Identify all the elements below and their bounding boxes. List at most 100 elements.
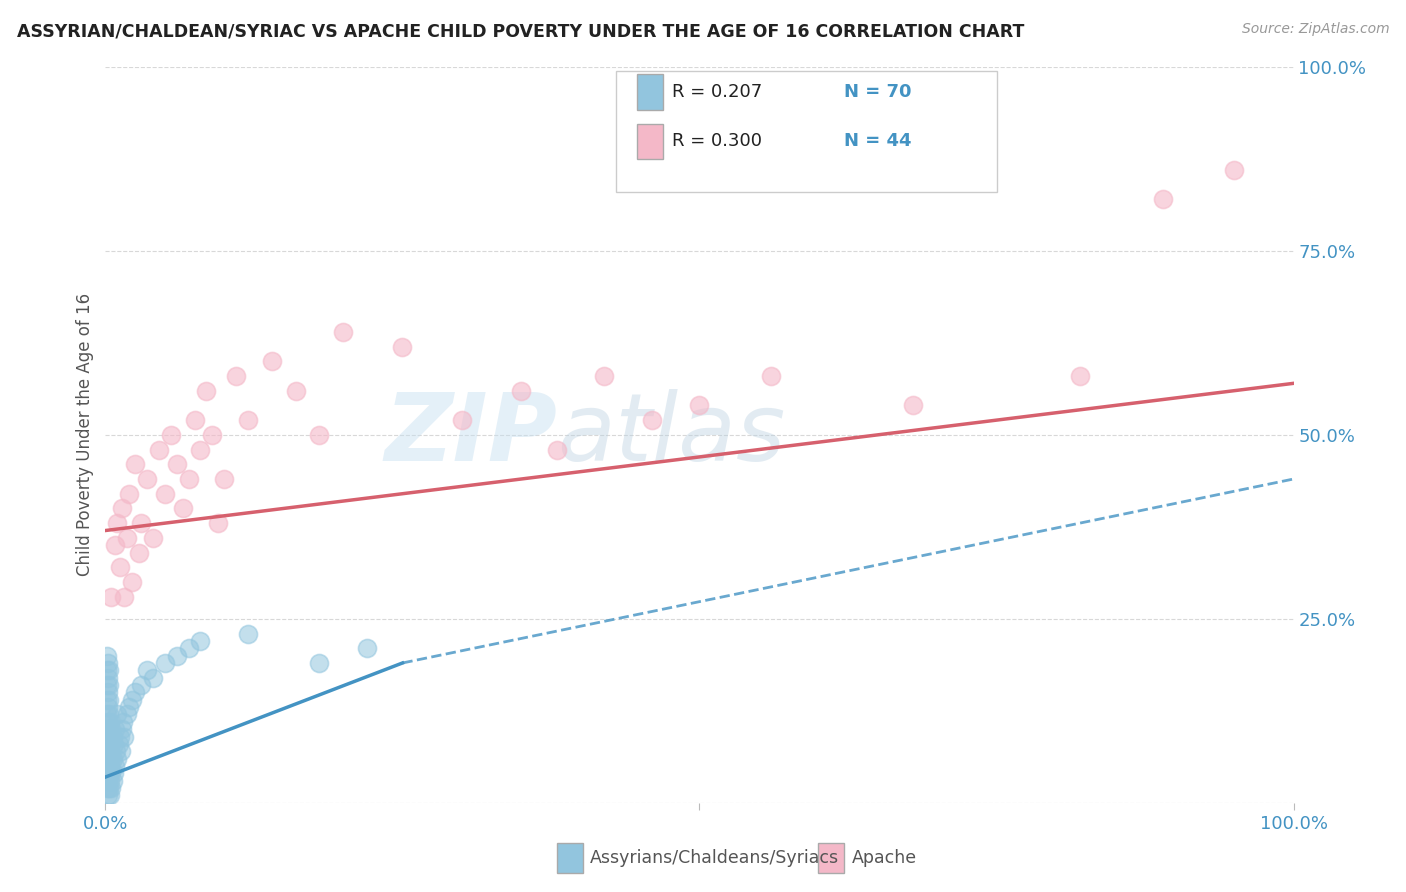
Point (104, 723, 127, 737)
Point (100, 781, 122, 796)
Point (97, 759, 120, 773)
Point (153, 487, 176, 501)
Y-axis label: Child Poverty Under the Age of 16: Child Poverty Under the Age of 16 (76, 293, 94, 576)
Text: Source: ZipAtlas.com: Source: ZipAtlas.com (1241, 22, 1389, 37)
Text: ASSYRIAN/CHALDEAN/SYRIAC VS APACHE CHILD POVERTY UNDER THE AGE OF 16 CORRELATION: ASSYRIAN/CHALDEAN/SYRIAC VS APACHE CHILD… (17, 22, 1024, 40)
Point (593, 369, 616, 384)
Point (105, 751, 128, 765)
Point (641, 413, 664, 427)
Point (98, 730, 121, 744)
Point (110, 744, 132, 758)
Point (391, 340, 413, 354)
Point (129, 516, 152, 530)
Point (98, 723, 121, 737)
Point (114, 590, 136, 604)
Point (236, 413, 259, 427)
Point (100, 590, 122, 604)
Point (260, 354, 283, 368)
Point (97, 744, 120, 758)
Point (115, 531, 138, 545)
Point (96, 648, 118, 663)
Point (114, 730, 136, 744)
Point (121, 692, 143, 706)
Text: Apache: Apache (852, 849, 917, 867)
Point (166, 648, 188, 663)
Point (190, 442, 212, 457)
Point (98, 759, 121, 773)
Point (96, 781, 118, 796)
Point (96, 737, 118, 751)
Point (103, 737, 125, 751)
FancyBboxPatch shape (818, 843, 845, 873)
Text: atlas: atlas (557, 389, 785, 481)
Point (98, 678, 121, 692)
Point (510, 384, 533, 398)
Point (124, 685, 146, 699)
Point (159, 427, 181, 442)
Point (97, 714, 120, 729)
Point (1152, 193, 1174, 207)
Point (759, 369, 782, 384)
Text: N = 70: N = 70 (845, 83, 912, 101)
Point (98, 692, 121, 706)
Point (97, 700, 120, 714)
Point (124, 457, 146, 471)
Point (104, 759, 127, 773)
Point (97, 730, 120, 744)
Point (98, 714, 121, 729)
FancyBboxPatch shape (637, 74, 662, 110)
Point (236, 626, 259, 640)
Point (177, 641, 200, 656)
Point (195, 384, 218, 398)
Point (142, 531, 165, 545)
Point (111, 723, 134, 737)
Point (96, 766, 118, 780)
Point (332, 325, 354, 339)
Point (100, 766, 122, 780)
Point (100, 737, 122, 751)
Point (1069, 369, 1091, 384)
Point (308, 427, 330, 442)
Point (153, 656, 176, 670)
Point (98, 737, 121, 751)
FancyBboxPatch shape (616, 70, 997, 192)
Text: Assyrians/Chaldeans/Syriacs: Assyrians/Chaldeans/Syriacs (591, 849, 839, 867)
Text: R = 0.207: R = 0.207 (672, 83, 762, 101)
Point (98, 789, 121, 803)
Point (190, 633, 212, 648)
Point (98, 773, 121, 788)
Point (100, 751, 122, 765)
Point (96, 664, 118, 678)
Point (98, 751, 121, 765)
Text: ZIP: ZIP (384, 389, 557, 481)
Point (142, 671, 165, 685)
Point (97, 685, 120, 699)
Point (108, 560, 131, 574)
Point (98, 707, 121, 722)
Point (546, 442, 568, 457)
Point (105, 707, 128, 722)
Point (96, 751, 118, 765)
Point (177, 472, 200, 486)
Point (207, 516, 229, 530)
Point (108, 730, 131, 744)
Point (97, 789, 120, 803)
Point (104, 538, 127, 552)
Point (98, 664, 121, 678)
Point (98, 766, 121, 780)
Point (903, 398, 925, 412)
Point (107, 737, 129, 751)
Point (112, 714, 135, 729)
Point (96, 678, 118, 692)
Point (128, 545, 150, 560)
Point (148, 442, 170, 457)
Point (118, 487, 141, 501)
Point (96, 692, 118, 706)
Point (284, 384, 307, 398)
Point (101, 751, 124, 765)
Point (96, 723, 118, 737)
Point (214, 472, 236, 486)
Point (689, 398, 711, 412)
Text: R = 0.300: R = 0.300 (672, 132, 762, 150)
Point (356, 641, 378, 656)
